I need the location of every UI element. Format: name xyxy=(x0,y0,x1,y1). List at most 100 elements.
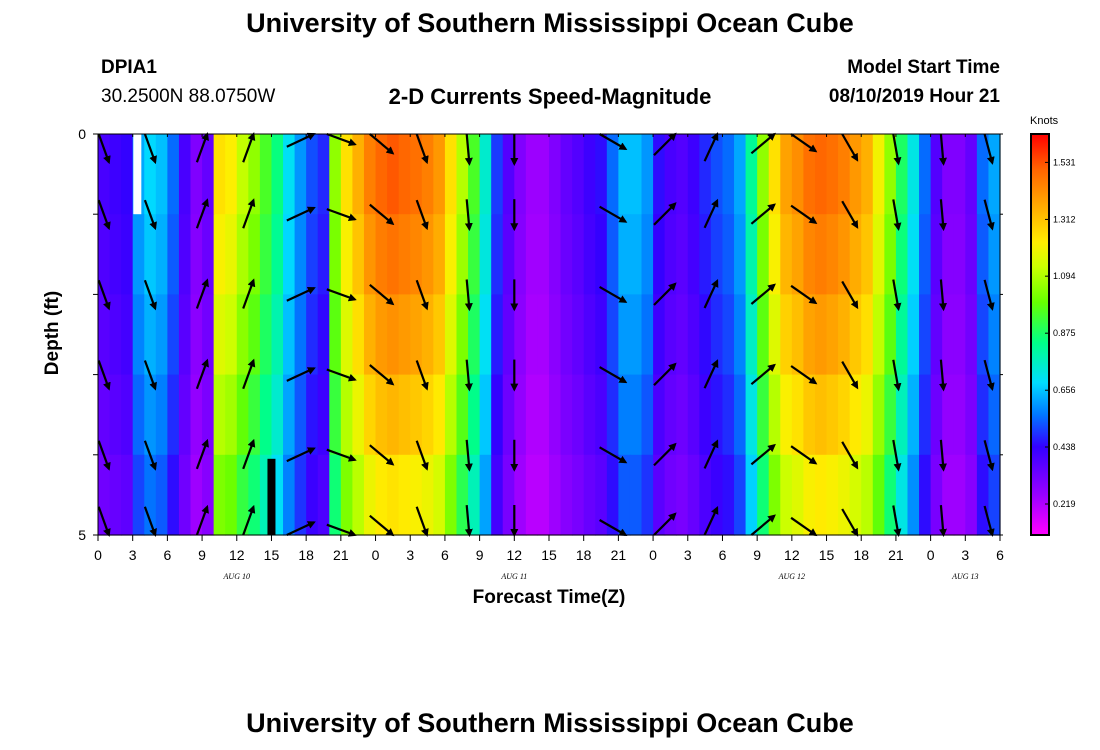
colorbar-tick-label: 1.094 xyxy=(1053,271,1076,281)
heat-cell xyxy=(352,134,365,215)
heat-cell xyxy=(826,134,839,215)
heat-cell xyxy=(988,294,1001,376)
heat-cell xyxy=(838,134,851,215)
heat-cell xyxy=(988,374,1001,456)
current-arrow xyxy=(143,506,157,537)
current-arrow xyxy=(790,516,818,537)
heat-cell xyxy=(317,134,330,215)
heat-cell xyxy=(618,294,631,376)
current-arrow xyxy=(892,199,902,231)
current-arrow xyxy=(892,133,902,166)
current-arrow xyxy=(143,279,157,311)
heat-cell xyxy=(664,134,677,215)
heat-cell xyxy=(572,214,585,295)
heat-cell xyxy=(791,294,805,376)
heat-cell xyxy=(872,374,885,456)
heat-cell xyxy=(444,374,458,456)
heat-cell xyxy=(502,214,515,295)
heat-cell xyxy=(791,214,805,295)
colorbar-tick-label: 1.312 xyxy=(1053,214,1076,224)
heat-cell xyxy=(699,374,712,456)
heat-cell xyxy=(641,134,654,215)
heat-cell xyxy=(560,454,573,536)
current-arrow xyxy=(415,360,429,391)
current-arrow xyxy=(326,208,357,222)
heat-cell xyxy=(294,134,307,215)
heat-cell xyxy=(734,374,747,456)
x-tick-label: 15 xyxy=(541,547,557,563)
heat-cell xyxy=(907,214,920,295)
current-arrow xyxy=(369,133,395,155)
station-id: DPIA1 xyxy=(101,57,157,78)
heat-cell xyxy=(907,134,920,215)
current-arrow xyxy=(242,504,256,536)
current-arrow xyxy=(983,199,995,231)
heat-cell xyxy=(375,374,388,456)
heat-cell xyxy=(976,134,990,215)
heat-cell xyxy=(202,134,215,215)
heat-cell xyxy=(248,134,261,215)
current-arrows xyxy=(97,132,995,537)
heat-cell xyxy=(283,134,296,215)
heat-cell xyxy=(259,134,273,215)
heat-cell xyxy=(676,214,689,295)
heat-cell xyxy=(629,134,643,215)
heat-cell xyxy=(814,454,828,536)
heat-cell xyxy=(884,214,897,295)
heat-cell xyxy=(919,214,932,295)
heat-cell xyxy=(710,134,724,215)
heat-cell xyxy=(942,294,955,376)
heat-cell xyxy=(236,294,249,376)
heat-cell xyxy=(98,214,111,295)
heat-cell xyxy=(537,454,550,536)
heat-cell xyxy=(803,294,816,376)
heat-cell xyxy=(444,214,458,295)
current-arrow xyxy=(653,512,677,536)
current-arrow xyxy=(750,363,776,386)
heatmap-cells xyxy=(98,134,1001,536)
heat-cell xyxy=(549,454,562,536)
heat-cell xyxy=(699,134,712,215)
heat-cell xyxy=(259,374,273,456)
x-tick-label: 21 xyxy=(888,547,904,563)
heat-cell xyxy=(167,214,180,295)
heat-cell xyxy=(814,294,828,376)
heat-cell xyxy=(710,374,724,456)
heat-cell xyxy=(687,374,700,456)
heat-cell xyxy=(768,134,781,215)
heat-cell xyxy=(641,294,654,376)
heat-cell xyxy=(225,214,238,295)
date-label: AUG 13 xyxy=(951,572,978,581)
date-label: AUG 11 xyxy=(500,572,527,581)
heat-cell xyxy=(965,294,978,376)
current-arrow xyxy=(841,508,859,537)
current-arrow xyxy=(97,440,111,471)
heat-cell xyxy=(491,454,504,536)
heat-cell xyxy=(491,294,504,376)
heat-cell xyxy=(618,214,631,295)
heat-cell xyxy=(549,134,562,215)
heat-cell xyxy=(294,374,307,456)
colorbar-tick-label: 0.219 xyxy=(1053,499,1076,509)
current-arrow xyxy=(790,284,818,305)
heat-cell xyxy=(699,294,712,376)
heat-cell xyxy=(502,134,515,215)
heat-cell xyxy=(618,374,631,456)
heat-cell xyxy=(618,134,631,215)
heat-cell xyxy=(953,374,966,456)
current-arrow xyxy=(464,199,473,232)
heat-cell xyxy=(687,214,700,295)
heat-cell xyxy=(942,454,955,536)
heat-cell xyxy=(525,454,539,536)
heat-cell xyxy=(398,454,411,536)
heat-cell xyxy=(734,214,747,295)
heat-cell xyxy=(121,214,134,295)
heat-cell xyxy=(225,294,238,376)
heat-cell xyxy=(629,454,643,536)
heat-cell xyxy=(190,294,203,376)
heat-cell xyxy=(838,214,851,295)
heat-cell xyxy=(456,374,469,456)
heat-cell xyxy=(722,374,735,456)
heat-cell xyxy=(109,214,122,295)
heat-cell xyxy=(410,454,423,536)
